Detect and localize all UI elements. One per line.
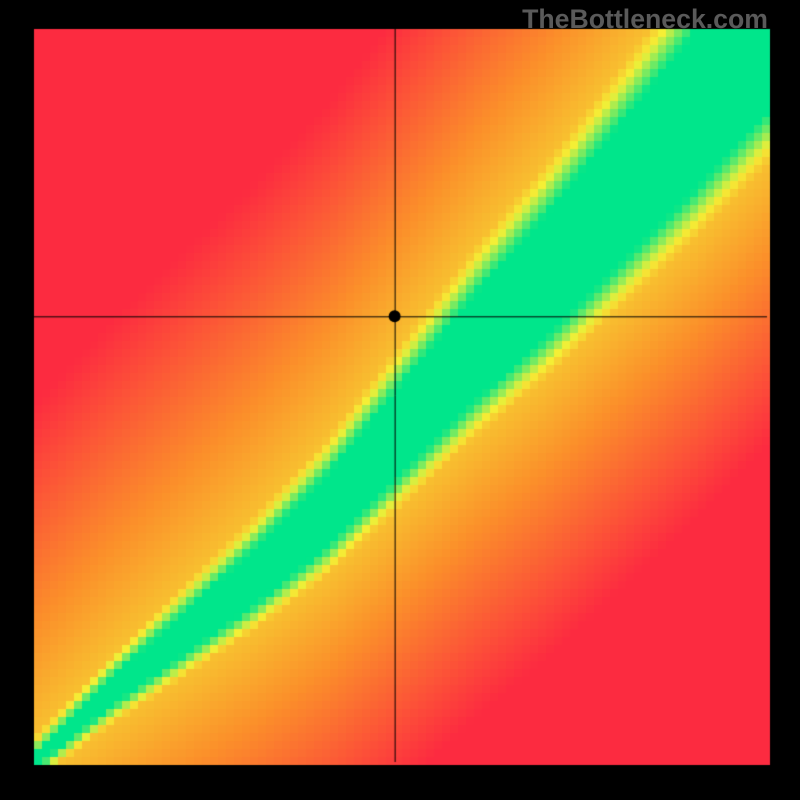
watermark-text: TheBottleneck.com: [522, 4, 768, 35]
bottleneck-heatmap: [0, 0, 800, 800]
